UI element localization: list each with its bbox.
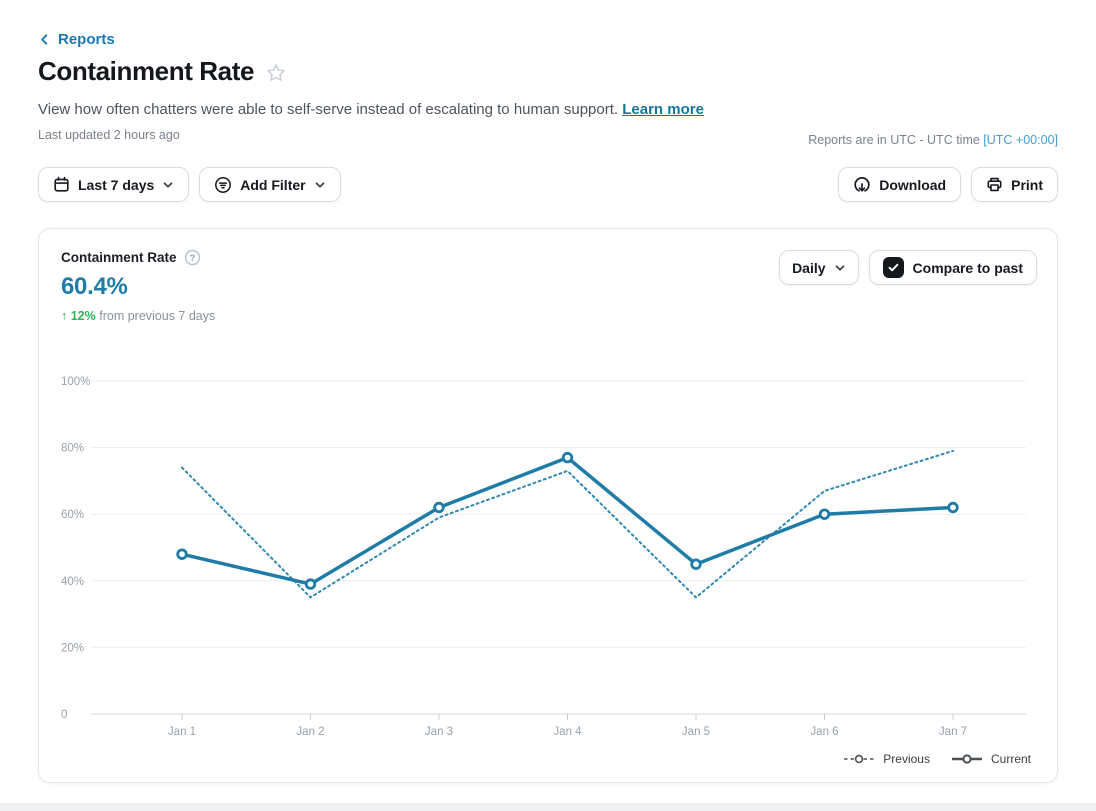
metric-label: Containment Rate: [61, 250, 177, 265]
learn-more-link[interactable]: Learn more: [622, 101, 704, 118]
description-text: View how often chatters were able to sel…: [38, 101, 619, 118]
chevron-down-icon: [162, 179, 174, 191]
add-filter-button[interactable]: Add Filter: [199, 167, 341, 202]
compare-checkbox[interactable]: [882, 257, 904, 278]
calendar-icon: [53, 176, 70, 193]
svg-text:Jan 2: Jan 2: [296, 726, 324, 738]
metric-block: Containment Rate ? 60.4% ↑ 12% from prev…: [61, 249, 215, 323]
svg-text:Jan 1: Jan 1: [168, 726, 196, 738]
svg-text:100%: 100%: [61, 376, 90, 388]
chevron-left-icon: [38, 33, 51, 46]
print-button[interactable]: Print: [971, 167, 1058, 202]
svg-text:Jan 4: Jan 4: [553, 726, 582, 738]
svg-text:40%: 40%: [61, 576, 84, 588]
svg-text:Jan 3: Jan 3: [425, 726, 453, 738]
timezone-note: Reports are in UTC - UTC time [UTC +00:0…: [808, 133, 1058, 147]
timezone-link[interactable]: [UTC +00:00]: [983, 133, 1058, 147]
compare-label: Compare to past: [912, 259, 1023, 276]
page-bottom-edge: [0, 803, 1096, 811]
page-title: Containment Rate: [38, 56, 255, 86]
chart-legend: Previous Current: [842, 752, 1031, 766]
page-description: View how often chatters were able to sel…: [38, 101, 704, 118]
printer-icon: [986, 176, 1003, 193]
svg-text:Jan 6: Jan 6: [810, 726, 838, 738]
download-button[interactable]: Download: [838, 167, 962, 202]
interval-label: Daily: [792, 259, 826, 276]
help-icon[interactable]: ?: [184, 249, 201, 266]
print-label: Print: [1011, 176, 1043, 193]
chevron-down-icon: [834, 262, 846, 274]
add-filter-label: Add Filter: [240, 176, 306, 193]
date-range-label: Last 7 days: [78, 176, 155, 193]
svg-text:Jan 5: Jan 5: [682, 726, 710, 738]
svg-text:60%: 60%: [61, 509, 84, 521]
compare-to-past-toggle[interactable]: Compare to past: [868, 250, 1037, 285]
legend-label-previous: Previous: [883, 752, 930, 766]
current-series-swatch-icon: [950, 753, 984, 765]
legend-item-previous: Previous: [842, 752, 930, 766]
filter-icon: [214, 176, 232, 194]
timezone-text: Reports are in UTC - UTC time: [808, 133, 980, 147]
delta-suffix: from previous 7 days: [99, 309, 216, 323]
legend-item-current: Current: [950, 752, 1031, 766]
toolbar-actions: Download Print: [838, 167, 1058, 202]
metric-delta: ↑ 12% from previous 7 days: [61, 309, 215, 323]
breadcrumb-back-link[interactable]: Reports: [38, 31, 115, 48]
card-controls: Daily Compare to past: [779, 250, 1037, 285]
svg-text:80%: 80%: [61, 443, 84, 455]
containment-rate-card: Containment Rate ? 60.4% ↑ 12% from prev…: [38, 228, 1058, 783]
previous-series-swatch-icon: [842, 753, 876, 765]
favorite-star-icon[interactable]: [265, 62, 287, 84]
line-chart-canvas: 100% 80% 60% 40% 20% 0 Jan 1 Jan 2 Jan 3 Jan 4 Jan…: [61, 376, 1026, 738]
last-updated-text: Last updated 2 hours ago: [38, 128, 180, 142]
svg-text:?: ?: [189, 253, 195, 264]
title-row: Containment Rate: [38, 56, 287, 87]
download-icon: [853, 176, 871, 194]
svg-text:20%: 20%: [61, 642, 84, 654]
containment-rate-chart: 100% 80% 60% 40% 20% 0 Jan 1 Jan 2 Jan 3 Jan 4 Jan…: [59, 351, 1049, 751]
metric-value: 60.4%: [61, 273, 128, 300]
chevron-down-icon: [314, 179, 326, 191]
delta-value: ↑ 12%: [61, 309, 96, 323]
interval-dropdown[interactable]: Daily: [779, 250, 859, 285]
breadcrumb-label: Reports: [58, 31, 115, 48]
svg-text:0: 0: [61, 709, 67, 721]
legend-label-current: Current: [990, 752, 1031, 766]
download-label: Download: [879, 176, 947, 193]
svg-text:Jan 7: Jan 7: [939, 726, 967, 738]
date-range-button[interactable]: Last 7 days: [38, 167, 190, 202]
toolbar-filters: Last 7 days Add Filter: [38, 167, 341, 202]
